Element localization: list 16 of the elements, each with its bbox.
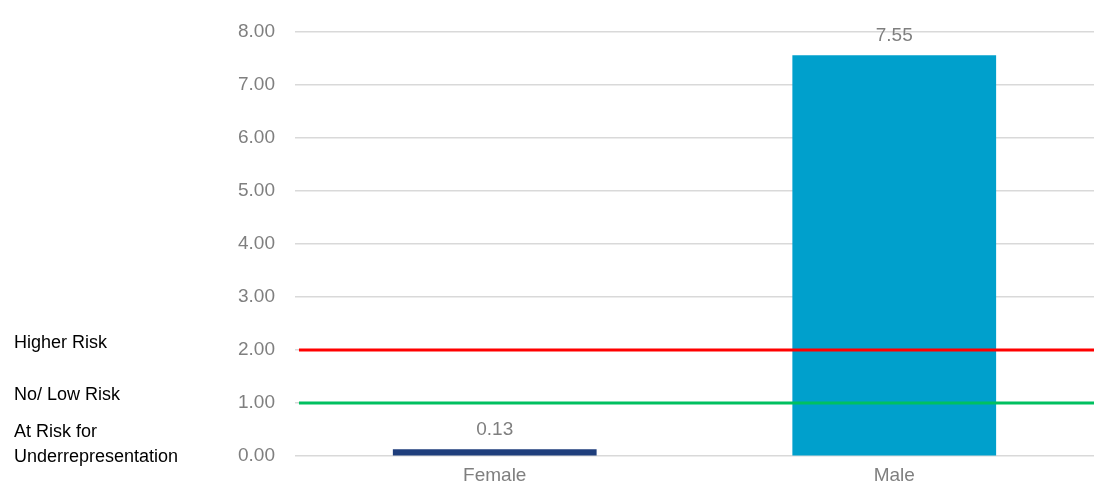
y-tick-label: 7.00 [238, 72, 275, 94]
text: Higher Risk [14, 331, 109, 352]
text: No/ Low Risk [14, 383, 122, 404]
y-tick-label: 1.00 [238, 391, 275, 413]
y-tick-label: 5.00 [238, 178, 275, 200]
data-label: 0.13 [476, 418, 514, 440]
data-label: 7.55 [875, 24, 913, 46]
y-tick-label: 0.00 [238, 444, 275, 466]
y-tick-label: 3.00 [238, 285, 275, 307]
y-tick-label: 6.00 [238, 125, 275, 147]
text: At Risk for Underrepresentation [14, 421, 179, 467]
y-tick-label: 4.00 [238, 232, 275, 254]
y-tick-label: 8.00 [238, 19, 275, 41]
x-tick-label: Female [463, 463, 527, 485]
x-tick-label: Male [873, 463, 915, 485]
y-tick-label: 2.00 [238, 338, 275, 360]
